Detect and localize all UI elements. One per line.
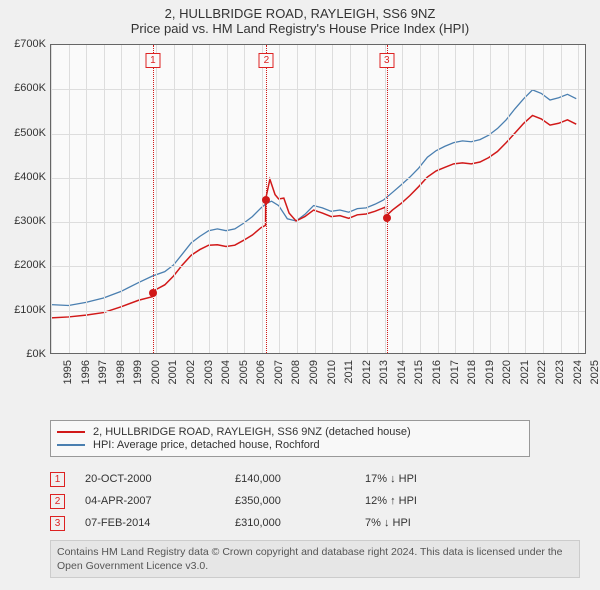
gridline-vertical	[156, 45, 157, 353]
gridline-horizontal	[51, 311, 585, 312]
gridline-vertical	[121, 45, 122, 353]
legend-swatch	[57, 431, 85, 433]
y-axis-tick: £700K	[2, 38, 46, 50]
event-table-marker: 2	[50, 494, 65, 509]
event-hpi-delta: 17% ↓ HPI	[365, 473, 485, 485]
y-axis-tick: £100K	[2, 304, 46, 316]
gridline-vertical	[209, 45, 210, 353]
y-axis-tick: £600K	[2, 82, 46, 94]
event-dot	[383, 214, 391, 222]
gridline-vertical	[438, 45, 439, 353]
event-price: £140,000	[235, 473, 365, 485]
event-guideline	[153, 45, 154, 353]
gridline-vertical	[455, 45, 456, 353]
legend-item: 2, HULLBRIDGE ROAD, RAYLEIGH, SS6 9NZ (d…	[57, 426, 523, 438]
gridline-vertical	[385, 45, 386, 353]
footnote-box: Contains HM Land Registry data © Crown c…	[50, 540, 580, 578]
event-table-row: 1 20-OCT-2000£140,00017% ↓ HPI	[50, 468, 550, 490]
legend-swatch	[57, 444, 85, 446]
event-table-row: 2 04-APR-2007£350,00012% ↑ HPI	[50, 490, 550, 512]
gridline-vertical	[525, 45, 526, 353]
event-guideline	[387, 45, 388, 353]
y-axis-tick: £300K	[2, 215, 46, 227]
gridline-vertical	[367, 45, 368, 353]
chart-title: 2, HULLBRIDGE ROAD, RAYLEIGH, SS6 9NZ	[0, 0, 600, 21]
event-table-marker: 1	[50, 472, 65, 487]
event-date: 20-OCT-2000	[85, 473, 235, 485]
y-axis-tick: £0K	[2, 348, 46, 360]
event-dot	[149, 289, 157, 297]
event-hpi-delta: 7% ↓ HPI	[365, 517, 485, 529]
gridline-horizontal	[51, 89, 585, 90]
gridline-horizontal	[51, 222, 585, 223]
event-dot	[262, 196, 270, 204]
gridline-vertical	[174, 45, 175, 353]
y-axis-tick: £500K	[2, 127, 46, 139]
gridline-vertical	[402, 45, 403, 353]
gridline-horizontal	[51, 134, 585, 135]
events-table: 1 20-OCT-2000£140,00017% ↓ HPI 2 04-APR-200…	[50, 468, 550, 534]
chart-subtitle: Price paid vs. HM Land Registry's House …	[0, 21, 600, 40]
plot-area: 1 2 3	[50, 44, 586, 354]
gridline-vertical	[139, 45, 140, 353]
gridline-vertical	[350, 45, 351, 353]
gridline-vertical	[104, 45, 105, 353]
gridline-vertical	[279, 45, 280, 353]
gridline-vertical	[192, 45, 193, 353]
legend-item: HPI: Average price, detached house, Roch…	[57, 439, 523, 451]
gridline-vertical	[473, 45, 474, 353]
gridline-vertical	[297, 45, 298, 353]
event-date: 04-APR-2007	[85, 495, 235, 507]
event-date: 07-FEB-2014	[85, 517, 235, 529]
gridline-vertical	[227, 45, 228, 353]
gridline-vertical	[508, 45, 509, 353]
gridline-vertical	[490, 45, 491, 353]
legend-label: 2, HULLBRIDGE ROAD, RAYLEIGH, SS6 9NZ (d…	[93, 426, 411, 438]
y-axis-tick: £200K	[2, 259, 46, 271]
gridline-vertical	[561, 45, 562, 353]
event-marker-box: 2	[259, 53, 274, 68]
x-axis-tick: 2025	[589, 360, 600, 384]
event-hpi-delta: 12% ↑ HPI	[365, 495, 485, 507]
event-table-marker: 3	[50, 516, 65, 531]
legend-label: HPI: Average price, detached house, Roch…	[93, 439, 320, 451]
gridline-vertical	[315, 45, 316, 353]
chart-area: 123 £0K£100K£200K£300K£400K£500K£600K£70…	[50, 44, 586, 384]
y-axis-tick: £400K	[2, 171, 46, 183]
event-marker-box: 1	[145, 53, 160, 68]
gridline-vertical	[86, 45, 87, 353]
gridline-vertical	[69, 45, 70, 353]
gridline-vertical	[244, 45, 245, 353]
event-table-row: 3 07-FEB-2014£310,0007% ↓ HPI	[50, 512, 550, 534]
event-price: £350,000	[235, 495, 365, 507]
gridline-horizontal	[51, 266, 585, 267]
line-series-svg	[51, 45, 585, 353]
gridline-horizontal	[51, 178, 585, 179]
gridline-vertical	[543, 45, 544, 353]
gridline-vertical	[578, 45, 579, 353]
gridline-vertical	[420, 45, 421, 353]
event-marker-box: 3	[379, 53, 394, 68]
event-price: £310,000	[235, 517, 365, 529]
gridline-vertical	[332, 45, 333, 353]
legend-box: 2, HULLBRIDGE ROAD, RAYLEIGH, SS6 9NZ (d…	[50, 420, 530, 457]
gridline-vertical	[51, 45, 52, 353]
